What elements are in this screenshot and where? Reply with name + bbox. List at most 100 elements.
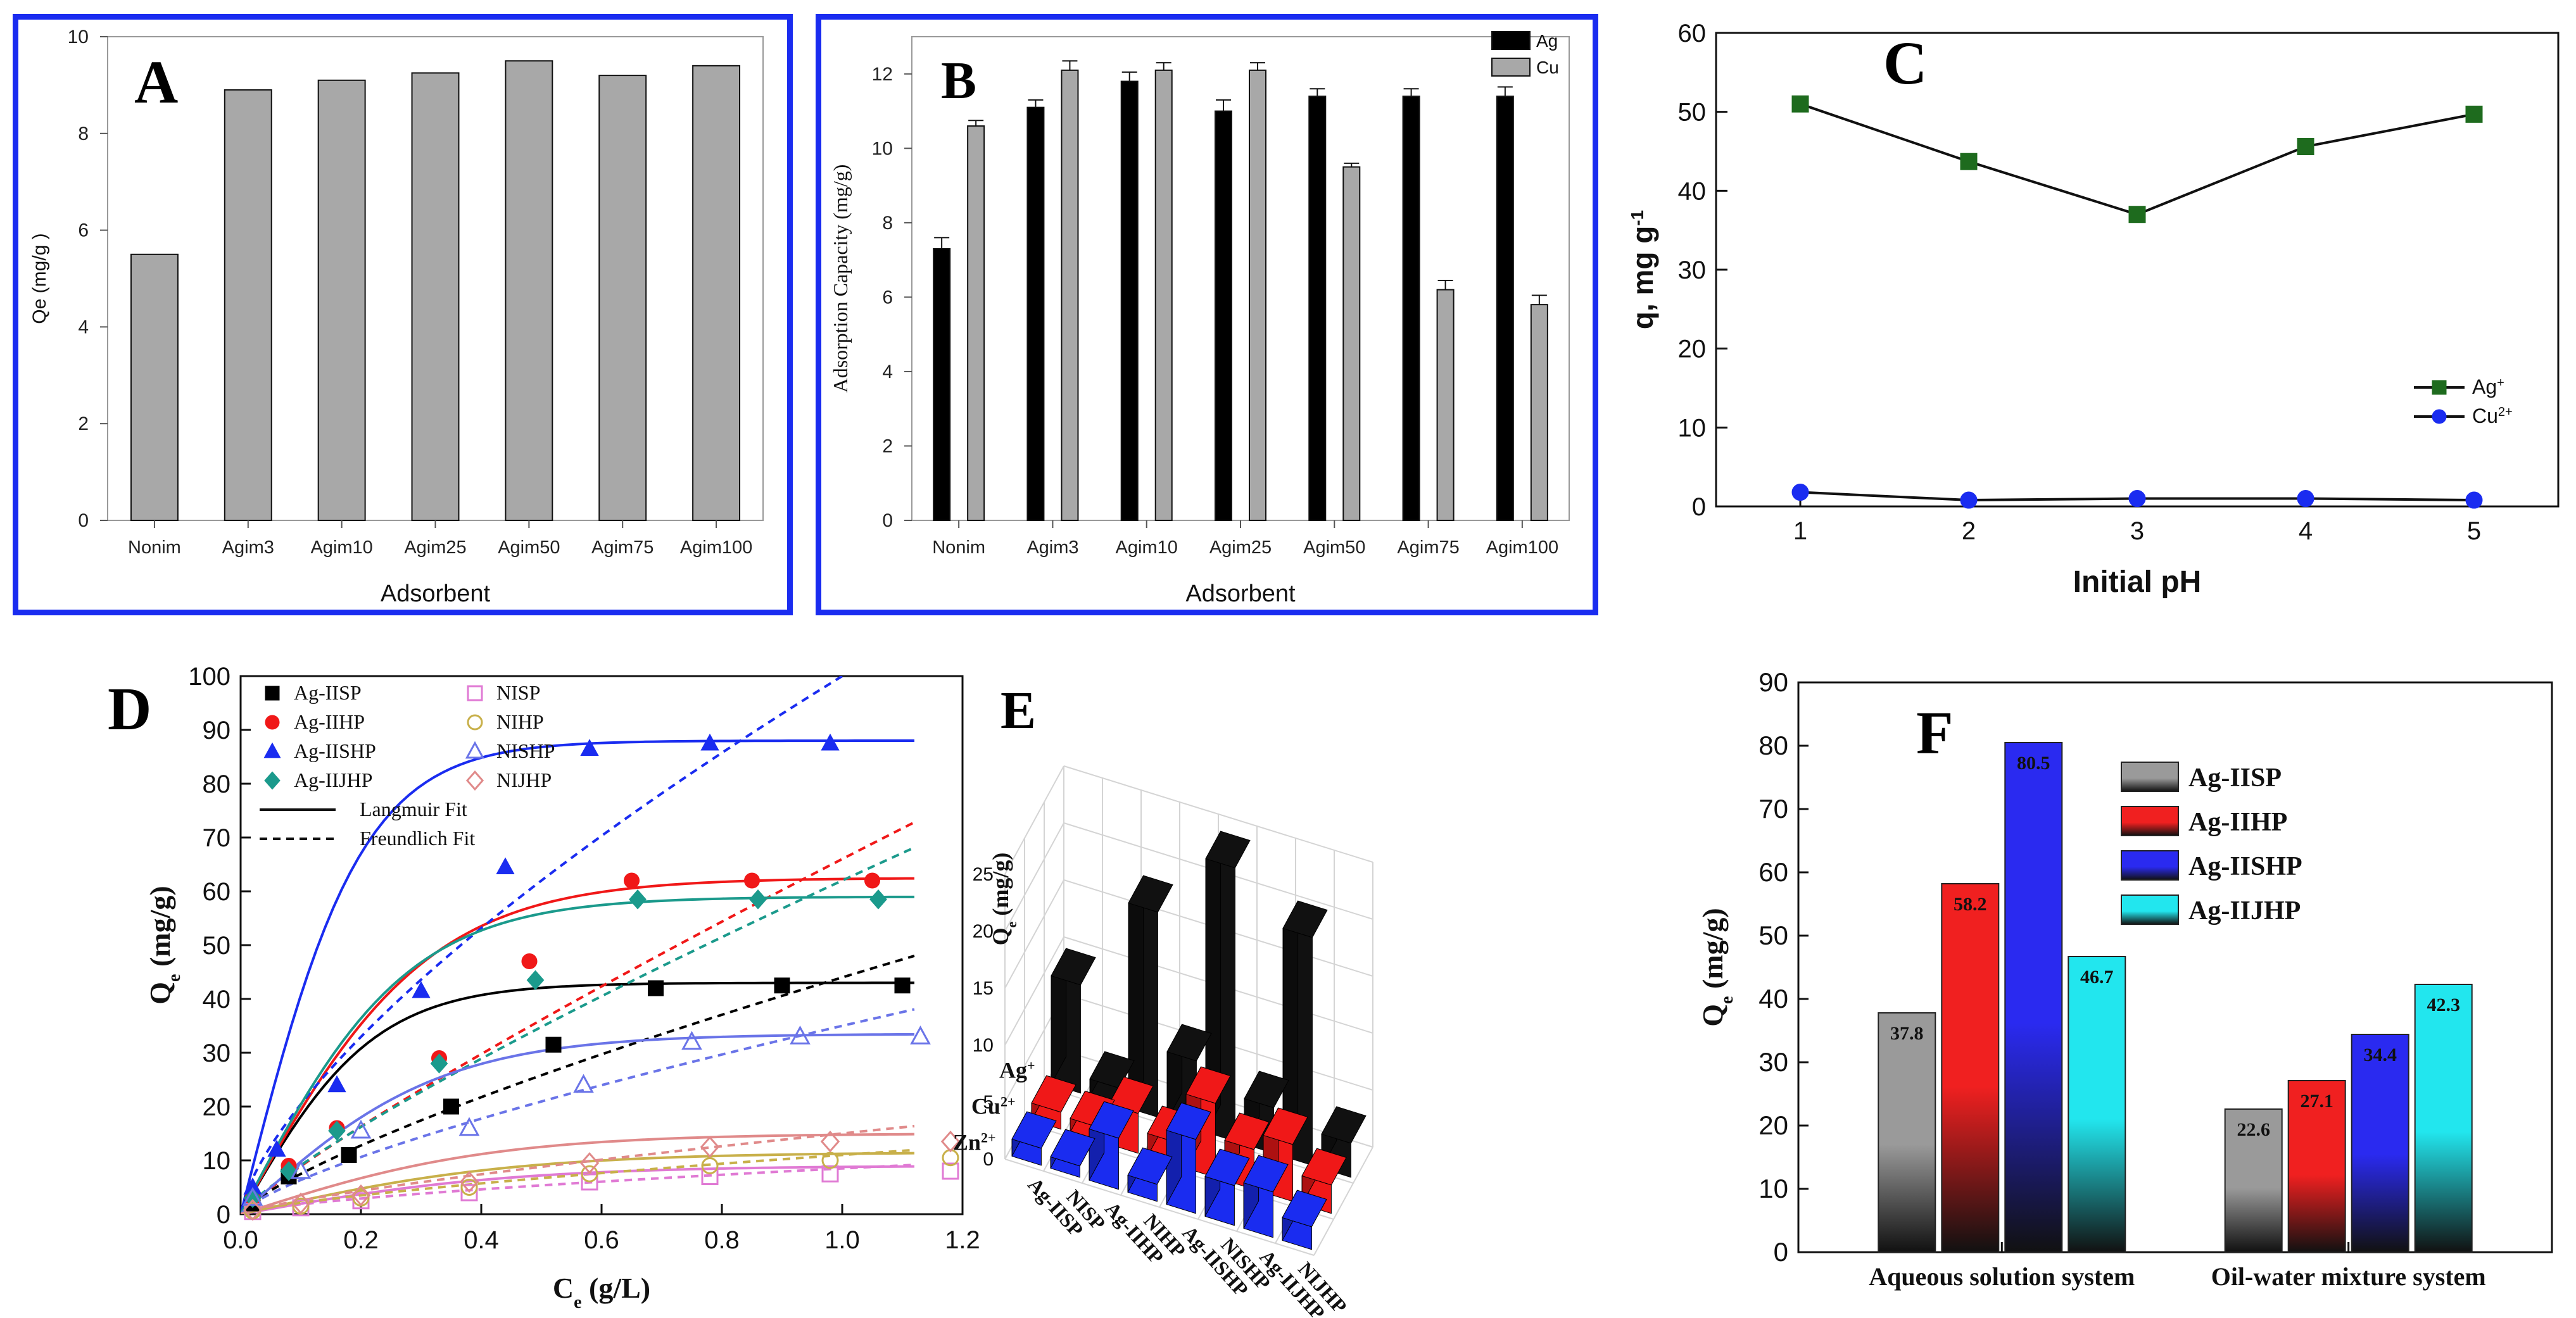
panel-a-ytick-label: 10 xyxy=(68,27,89,47)
panel-d-point xyxy=(629,889,647,910)
panel-f-legend-swatch xyxy=(2121,894,2179,925)
panel-d-point xyxy=(350,1119,372,1139)
panel-d-ylabel: Qe (mg/g) xyxy=(144,886,184,1004)
panel-c-ytick-label: 0 xyxy=(1692,493,1706,521)
panel-e-bar-top xyxy=(1011,1111,1057,1149)
panel-a-bar xyxy=(411,72,460,522)
panel-e-gridline xyxy=(1313,1146,1373,1256)
panel-e: 0 5 10 15 20 25 Ag+ Cu2+ Zn2+ Ag-IISP NISP Ag-IIHP N… xyxy=(953,633,1653,1318)
panel-d-point xyxy=(701,1157,719,1174)
panel-a-ytick-label: 6 xyxy=(78,220,89,241)
panel-d-point xyxy=(443,1098,459,1115)
panel-a-xlabel: Adsorbent xyxy=(381,581,491,607)
panel-f-ytick-label: 30 xyxy=(1758,1047,1788,1077)
panel-d-point xyxy=(581,1165,598,1183)
panel-b-xtick-label: Agim50 xyxy=(1303,537,1365,558)
panel-b-ytick-label: 4 xyxy=(882,361,893,382)
panel-c-xtick-label: 3 xyxy=(2130,517,2144,545)
panel-d-legend-label: NIHP xyxy=(496,710,544,733)
panel-d-point xyxy=(869,889,887,910)
panel-d-point xyxy=(580,739,599,756)
panel-d-point xyxy=(242,1186,263,1206)
panel-b-bar-ag xyxy=(1026,106,1045,521)
panel-e-ztick-label: 20 xyxy=(973,921,994,942)
panel-b-bar-ag xyxy=(1496,96,1514,521)
panel-f-bar xyxy=(2287,1080,2346,1253)
panel-b-legend-swatch xyxy=(1491,31,1531,50)
panel-e-bar-top xyxy=(1204,1148,1250,1186)
panel-d-point xyxy=(774,977,790,994)
panel-d-ytick-label: 0 xyxy=(217,1201,230,1229)
panel-f-legend-label: Ag-IISHP xyxy=(2188,852,2302,881)
panel-c-ytick-label: 40 xyxy=(1678,177,1707,205)
panel-e-bar-top xyxy=(1263,1107,1308,1145)
panel-e-gridline xyxy=(1063,765,1373,863)
panel-d-xtick-label: 0.6 xyxy=(584,1226,619,1254)
panel-d-legend-label: NIJHP xyxy=(496,769,552,791)
panel-b-legend-label: Cu xyxy=(1536,58,1559,77)
panel-e-bar xyxy=(1128,875,1173,1118)
panel-e-bar xyxy=(1011,1111,1057,1166)
panel-d: 0 10 20 30 40 50 60 70 80 90 100 0.0 0.2 0.4 0.6 0.8 1.0… xyxy=(0,633,988,1318)
panel-e-bar-top xyxy=(1128,875,1173,913)
panel-f-ytick-label: 90 xyxy=(1758,667,1788,697)
panel-d-point xyxy=(521,953,538,969)
panel-d-point xyxy=(430,1053,448,1074)
panel-c-label: C xyxy=(1883,29,1927,97)
panel-c-point-cu xyxy=(2128,490,2146,508)
panel-a-xtick-label: Agim75 xyxy=(591,537,653,558)
panel-b-frame xyxy=(816,14,1598,615)
panel-e-bar-top xyxy=(1185,1066,1231,1104)
panel-b-plot-border xyxy=(911,36,1570,521)
panel-d-ytick-label: 100 xyxy=(188,663,230,691)
panel-b-bar-ag xyxy=(1215,110,1232,522)
panel-b-bar-cu xyxy=(1530,304,1548,521)
panel-d-point xyxy=(458,1117,480,1136)
panel-a-bar xyxy=(317,79,366,521)
panel-d-xlabel: Ce (g/L) xyxy=(553,1272,650,1312)
panel-d-point xyxy=(700,733,719,751)
panel-c-ytick-label: 30 xyxy=(1678,256,1707,284)
panel-d-label: D xyxy=(108,675,151,743)
panel-e-bar-top xyxy=(1321,1106,1367,1144)
panel-d-langmuir-fit xyxy=(241,895,915,1214)
panel-f-bar-label: 58.2 xyxy=(1954,894,1987,915)
panel-e-ztick-label: 25 xyxy=(973,864,994,885)
panel-d-xtick-label: 0.0 xyxy=(223,1226,258,1254)
panel-e-ion-label: Cu2+ xyxy=(971,1093,1016,1119)
panel-f-bar-label: 37.8 xyxy=(1890,1023,1924,1044)
panel-d-point xyxy=(942,1162,959,1180)
panel-f-label: F xyxy=(1916,699,1954,767)
panel-e-bar xyxy=(1204,1148,1250,1226)
panel-c-xtick-label: 2 xyxy=(1962,517,1976,545)
panel-b-label: B xyxy=(941,51,976,110)
panel-d-legend-label: Ag-IISHP xyxy=(294,739,376,762)
panel-e-ztick-label: 10 xyxy=(973,1035,994,1056)
panel-d-point xyxy=(579,1152,600,1174)
panel-e-bar-top xyxy=(1244,1070,1289,1108)
panel-e-bar xyxy=(1127,1147,1173,1202)
panel-d-point xyxy=(460,1184,478,1202)
panel-a-frame xyxy=(13,14,793,615)
panel-f-bar-label: 27.1 xyxy=(2300,1091,2333,1112)
panel-c-line-ag xyxy=(1800,103,2475,216)
panel-f-ytick-label: 0 xyxy=(1774,1237,1788,1267)
panel-d-freundlich-fit xyxy=(241,676,845,1214)
panel-d-point xyxy=(243,1198,263,1221)
panel-d-langmuir-fit xyxy=(241,1165,915,1214)
panel-e-ztick-label: 5 xyxy=(983,1092,994,1113)
panel-e-bar-top xyxy=(1301,1148,1347,1186)
panel-d-legend-marker xyxy=(265,686,280,701)
panel-b-ylabel: Adsorption Capacity (mg/g) xyxy=(829,165,852,393)
panel-f-bar xyxy=(2068,956,2126,1253)
panel-a-bar xyxy=(130,253,179,521)
panel-e-gridline xyxy=(1004,765,1064,875)
panel-f-bar xyxy=(2004,742,2063,1253)
panel-f-legend-label: Ag-IIJHP xyxy=(2188,896,2301,926)
panel-d-legend-marker xyxy=(264,771,281,790)
panel-a-xtick-label: Agim100 xyxy=(680,537,752,558)
panel-c-point-ag xyxy=(2465,105,2483,123)
panel-d-point xyxy=(526,970,545,991)
panel-a-label: A xyxy=(134,48,178,116)
panel-d-legend-marker xyxy=(465,741,485,759)
